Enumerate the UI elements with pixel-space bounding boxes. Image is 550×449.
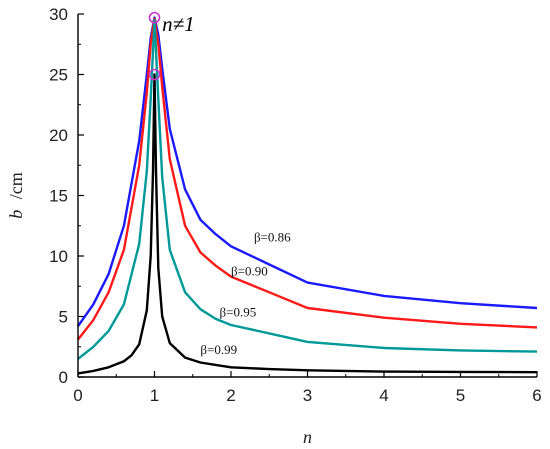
peak-marker <box>148 11 161 24</box>
annotation-n-not-1: n≠1 <box>162 12 195 36</box>
y-tick-label: 10 <box>49 247 68 266</box>
y-axis-title-var: b <box>6 210 26 219</box>
x-tick-label: 1 <box>150 386 159 405</box>
series-label-4: β=0.99 <box>200 342 237 357</box>
series-layer <box>77 16 538 375</box>
y-tick-label: 0 <box>59 368 68 387</box>
y-axis-title: b /cm <box>6 172 26 219</box>
peak-marker <box>148 68 161 81</box>
x-tick-label: 0 <box>73 386 82 405</box>
y-axis-title-unit: /cm <box>6 172 26 199</box>
x-ticks: 0 1 2 3 4 5 6 <box>73 371 542 405</box>
series-line-3 <box>77 18 538 360</box>
y-tick-label: 25 <box>49 66 68 85</box>
series-label-1: β=0.86 <box>254 229 291 244</box>
x-tick-label: 3 <box>303 386 312 405</box>
x-tick-label: 2 <box>226 386 235 405</box>
y-tick-label: 20 <box>49 126 68 145</box>
series-labels: β=0.86 β=0.90 β=0.95 β=0.99 <box>200 229 291 357</box>
x-tick-label: 5 <box>456 386 465 405</box>
series-line-1 <box>77 16 538 327</box>
y-tick-label: 30 <box>49 5 68 24</box>
series-label-2: β=0.90 <box>231 263 268 278</box>
y-ticks: 0 5 10 15 20 25 30 <box>49 5 84 387</box>
y-tick-label: 5 <box>59 308 68 327</box>
y-tick-label: 15 <box>49 187 68 206</box>
series-label-3: β=0.95 <box>220 305 257 320</box>
series-line-4 <box>77 73 538 375</box>
x-tick-label: 6 <box>532 386 541 405</box>
peak-marker-layer <box>148 11 161 81</box>
x-tick-label: 4 <box>379 386 388 405</box>
series-line-2 <box>77 17 538 341</box>
x-axis-title: n <box>303 427 312 447</box>
